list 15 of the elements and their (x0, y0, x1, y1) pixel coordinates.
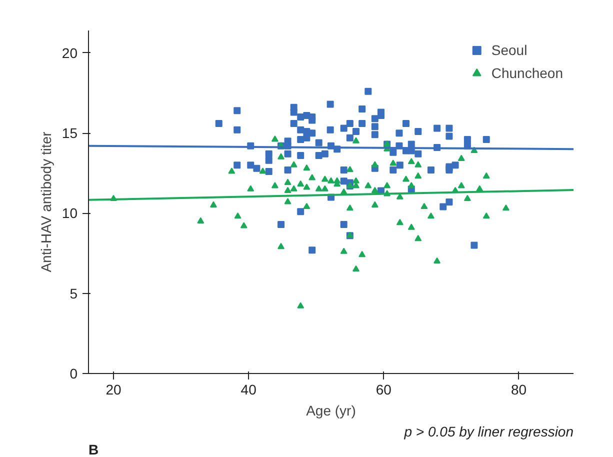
text: p > 0.05 by liner regression (403, 424, 574, 440)
y-tick-label: 5 (70, 285, 78, 302)
y-tick-label: 10 (62, 205, 78, 222)
text: B (88, 442, 99, 457)
y-tick-label: 0 (70, 366, 78, 382)
x-tick-label: 60 (376, 382, 392, 398)
legend-label: Seoul (491, 42, 528, 58)
y-tick-label: 15 (62, 125, 78, 142)
legend-label: Chuncheon (491, 65, 563, 81)
x-tick-label: 20 (106, 382, 122, 398)
x-tick-label: 80 (511, 382, 527, 398)
y-axis-title: Anti-HAV antibody titer (38, 131, 54, 272)
x-axis-title: Age (yr) (306, 402, 356, 418)
x-tick-label: 40 (240, 382, 257, 398)
y-tick-label: 20 (62, 44, 78, 61)
